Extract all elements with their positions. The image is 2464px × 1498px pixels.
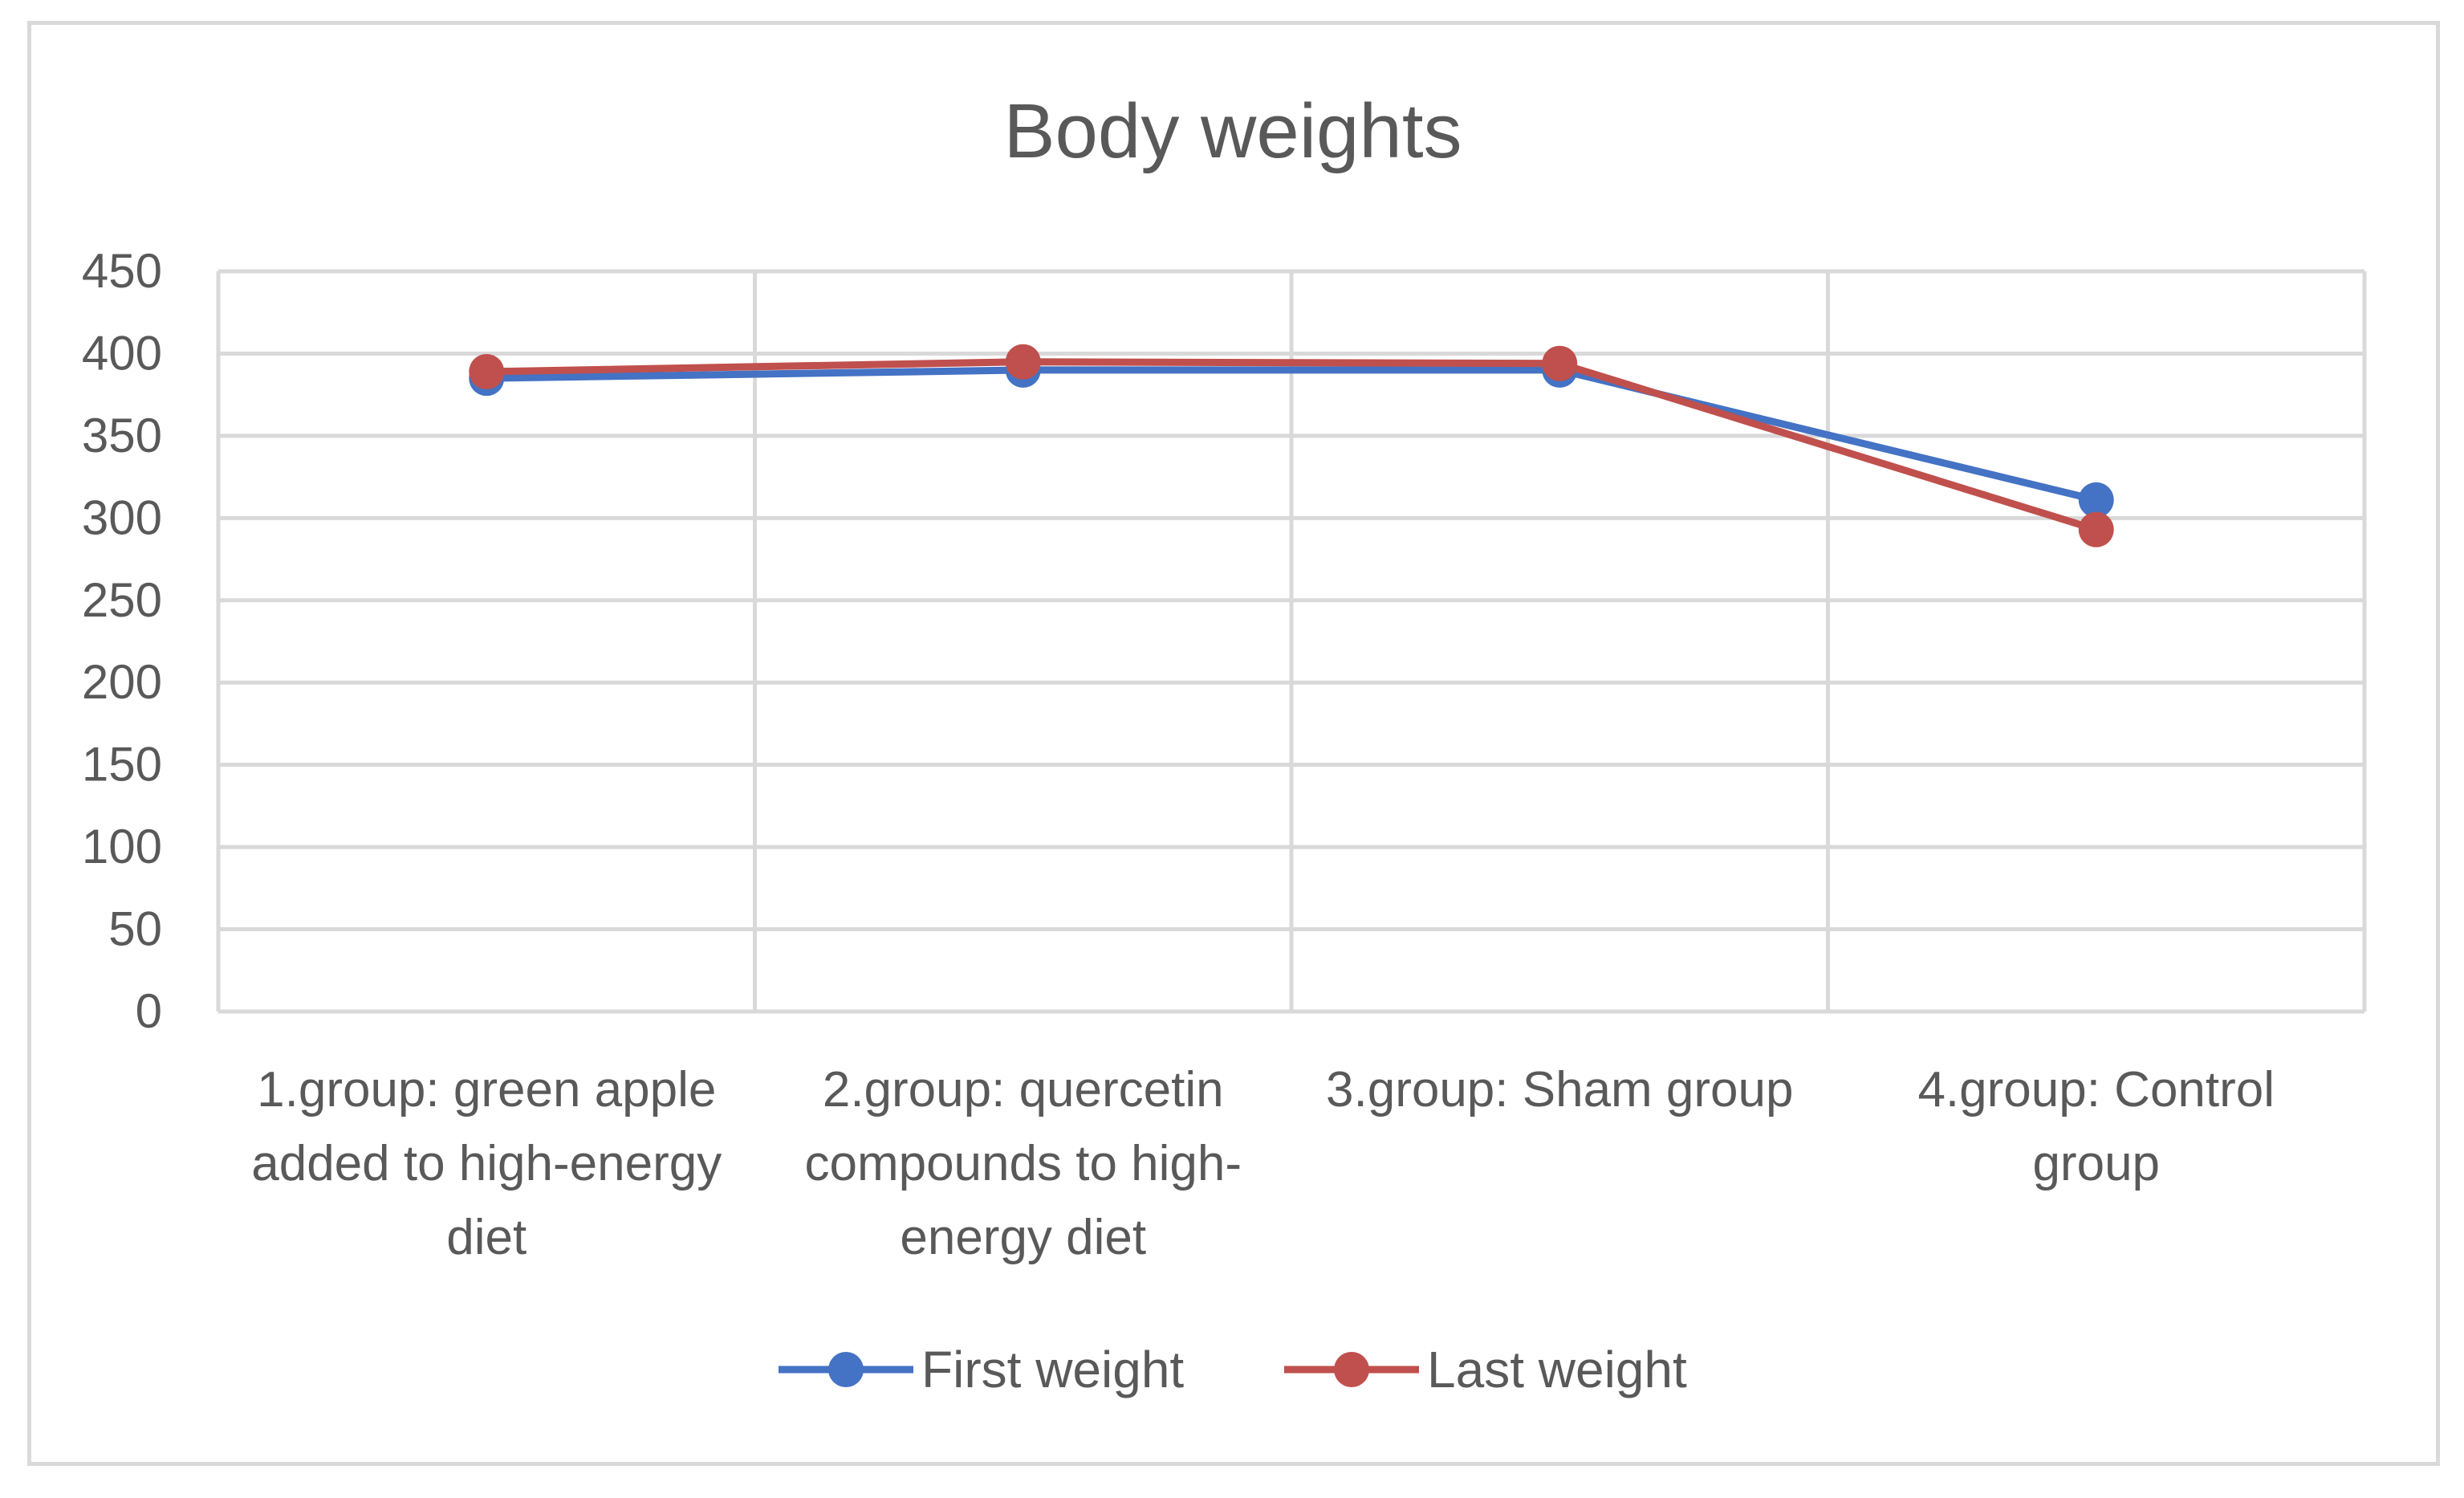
x-category-label-line: compounds to high- xyxy=(804,1136,1242,1191)
legend-label: First weight xyxy=(921,1341,1184,1398)
x-axis-categories: 1.group: green apple added to high-energy… xyxy=(251,1062,2275,1265)
x-category-label-line: 4.group: Control xyxy=(1917,1062,2275,1117)
y-tick-label: 50 xyxy=(108,902,162,956)
x-category-label-line: added to high-energy xyxy=(251,1136,722,1191)
legend-label: Last weight xyxy=(1427,1341,1687,1398)
data-point xyxy=(1542,345,1578,381)
legend-marker-swatch xyxy=(828,1352,864,1387)
chart-frame xyxy=(27,21,2440,1466)
x-category-label-line: 1.group: green apple xyxy=(257,1062,716,1117)
y-tick-label: 450 xyxy=(82,244,162,298)
chart-title: Body weights xyxy=(1004,88,1462,174)
series-1 xyxy=(469,344,2114,548)
x-category-label-line: diet xyxy=(446,1210,527,1265)
grid-layer xyxy=(216,269,2367,1014)
x-category-label-line: 2.group: quercetin xyxy=(823,1062,1224,1117)
legend-item: First weight xyxy=(779,1341,1184,1398)
legend: First weight Last weight xyxy=(779,1341,1687,1398)
x-category-label: 3.group: Sham group xyxy=(1326,1062,1794,1117)
y-tick-label: 100 xyxy=(82,820,162,873)
x-category-label: 1.group: green apple added to high-energy… xyxy=(251,1062,722,1265)
series-line xyxy=(486,358,2098,533)
data-point xyxy=(2078,511,2114,548)
y-tick-label: 200 xyxy=(82,655,162,709)
series-layer xyxy=(469,344,2114,548)
y-tick-label: 400 xyxy=(82,326,162,380)
x-category-label-line: 3.group: Sham group xyxy=(1326,1062,1794,1117)
y-tick-label: 350 xyxy=(82,409,162,462)
data-point xyxy=(469,353,505,389)
legend-marker-swatch xyxy=(1334,1352,1369,1387)
x-category-label-line: group xyxy=(2032,1136,2160,1191)
y-tick-label: 300 xyxy=(82,491,162,544)
y-tick-label: 150 xyxy=(82,738,162,792)
series-line xyxy=(486,366,2097,504)
y-tick-label: 0 xyxy=(136,984,162,1038)
y-tick-label: 250 xyxy=(82,573,162,627)
x-category-label-line: energy diet xyxy=(900,1210,1146,1265)
data-point xyxy=(2078,482,2114,518)
x-category-label: 4.group: Control group xyxy=(1917,1062,2275,1191)
y-axis-ticks: 0 50 100 150 200 250 300 350 400 450 xyxy=(82,244,162,1038)
x-category-label: 2.group: quercetin compounds to high-ener… xyxy=(804,1062,1242,1265)
legend-item: Last weight xyxy=(1284,1341,1687,1398)
data-point xyxy=(1005,344,1041,380)
